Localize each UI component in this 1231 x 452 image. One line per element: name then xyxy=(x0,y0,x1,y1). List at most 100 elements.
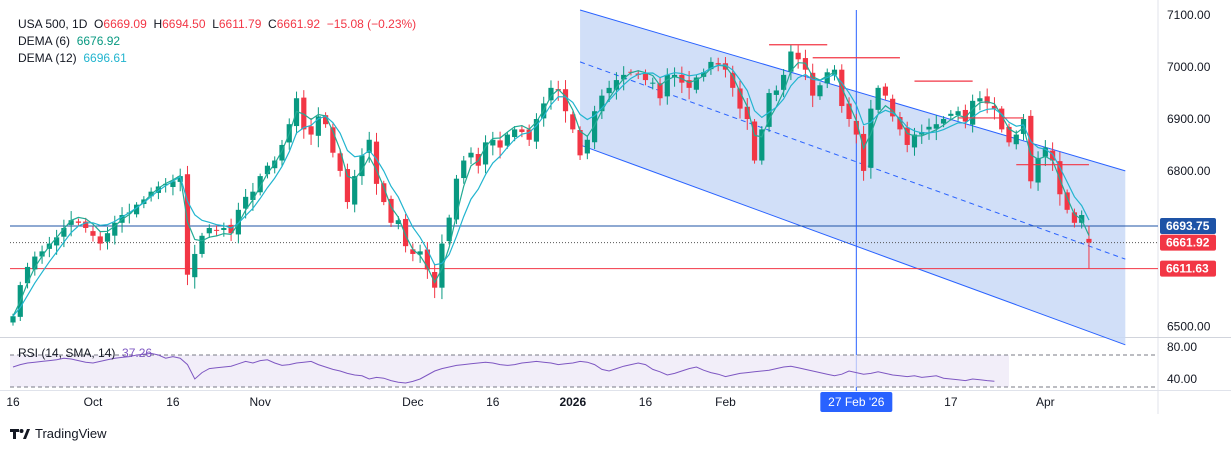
time-tick-label: Nov xyxy=(250,395,271,409)
rsi-label: RSI (14, SMA, 14) xyxy=(18,346,116,360)
candle xyxy=(446,214,452,245)
candle-body xyxy=(468,152,474,158)
candle xyxy=(911,127,918,156)
candle xyxy=(999,106,1005,133)
candle-body xyxy=(519,129,525,132)
candle xyxy=(388,195,394,227)
symbol-label[interactable]: USA 500, 1D xyxy=(18,17,88,31)
candle-body xyxy=(97,236,103,244)
channel-mid-line xyxy=(579,61,1126,260)
candle-body xyxy=(984,96,990,104)
candle-body xyxy=(250,191,256,200)
rsi-legend[interactable]: RSI (14, SMA, 14) 37.26 xyxy=(18,346,152,360)
price-tick-label: 7100.00 xyxy=(1167,8,1211,22)
candle-body xyxy=(1035,157,1041,183)
dema6-row[interactable]: DEMA (6) 6676.92 xyxy=(18,33,416,50)
candle-body xyxy=(955,111,961,116)
candle-body xyxy=(490,139,496,146)
tradingview-brand[interactable]: TradingView xyxy=(10,426,107,441)
time-tick-label: 16 xyxy=(6,395,20,409)
candle-body xyxy=(1079,215,1085,223)
candle-body xyxy=(962,109,968,122)
candle xyxy=(860,126,867,181)
candle xyxy=(519,125,525,138)
candle xyxy=(54,229,60,255)
dema12-row[interactable]: DEMA (12) 6696.61 xyxy=(18,50,416,67)
candle-body xyxy=(68,220,74,225)
candle-body xyxy=(373,141,380,184)
candle xyxy=(766,88,772,133)
rsi-tick-label: 80.00 xyxy=(1167,340,1197,354)
candle-body xyxy=(613,80,620,90)
rsi-value: 37.26 xyxy=(122,346,153,360)
price-label-text: 6611.63 xyxy=(1166,262,1209,276)
candle xyxy=(977,91,983,111)
candle-body xyxy=(410,249,416,254)
candle-body xyxy=(163,183,169,186)
candle xyxy=(279,139,285,167)
open-label: O xyxy=(94,17,104,31)
candle-body xyxy=(279,144,285,161)
candle-body xyxy=(693,77,699,90)
open-value: 6669.09 xyxy=(103,17,147,31)
candle-body xyxy=(766,93,772,127)
candle-body xyxy=(948,113,954,116)
candle-body xyxy=(315,116,321,136)
close-value: 6661.92 xyxy=(276,17,321,31)
candle xyxy=(751,119,758,164)
candle-body xyxy=(940,119,947,124)
time-tick-label: Apr xyxy=(1036,395,1055,409)
candle xyxy=(1028,110,1034,189)
candle xyxy=(192,244,198,289)
candle xyxy=(962,104,968,129)
candle xyxy=(657,77,663,106)
candle xyxy=(373,132,380,195)
candle xyxy=(228,218,234,241)
candle-body xyxy=(526,129,532,140)
candle xyxy=(541,96,547,127)
candle xyxy=(599,89,605,119)
candle xyxy=(39,245,45,264)
candle xyxy=(853,113,859,144)
candle-body xyxy=(686,80,692,88)
candle xyxy=(366,131,372,163)
candle xyxy=(897,112,903,136)
candle xyxy=(693,74,699,94)
candle xyxy=(926,118,932,140)
candle-body xyxy=(308,126,314,135)
candle xyxy=(184,165,191,286)
price-tick-label: 6500.00 xyxy=(1167,320,1211,334)
low-value: 6611.79 xyxy=(218,17,262,31)
date-highlight-label: 27 Feb '26 xyxy=(828,395,885,409)
candle-body xyxy=(999,108,1005,130)
candle-body xyxy=(599,95,605,112)
candle xyxy=(468,147,474,165)
time-tick-label: Dec xyxy=(402,395,423,409)
candle xyxy=(948,110,954,121)
candle-body xyxy=(773,90,779,95)
candle xyxy=(250,182,256,211)
candle xyxy=(308,117,314,145)
candle-body xyxy=(882,86,888,96)
candle-body xyxy=(424,249,430,270)
candle xyxy=(737,80,743,119)
candle xyxy=(955,106,961,121)
candle xyxy=(846,97,852,127)
dema12-line xyxy=(12,64,1090,317)
candle-body xyxy=(235,209,241,235)
high-value: 6694.50 xyxy=(162,17,206,31)
candle-body xyxy=(83,221,89,228)
candle xyxy=(882,83,888,100)
candle-body xyxy=(257,176,263,193)
candle-body xyxy=(155,186,161,193)
close-label: C xyxy=(268,17,277,31)
candle-body xyxy=(606,87,612,94)
candle-body xyxy=(730,72,736,88)
candle-body xyxy=(381,183,387,203)
candle xyxy=(1042,140,1048,167)
chart-legend: USA 500, 1D O6669.09 H6694.50 L6611.79 C… xyxy=(18,16,416,67)
candle xyxy=(32,251,38,276)
candle-body xyxy=(897,117,903,130)
candle-body xyxy=(584,139,590,154)
